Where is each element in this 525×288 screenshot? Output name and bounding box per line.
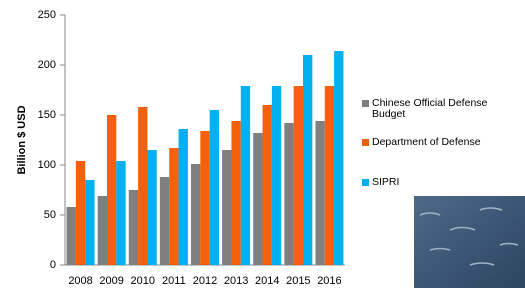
bar bbox=[200, 131, 209, 265]
bar bbox=[294, 86, 303, 265]
legend-text: SIPRI bbox=[372, 176, 399, 188]
bar bbox=[334, 51, 343, 265]
x-tick-label: 2009 bbox=[99, 275, 123, 287]
bar bbox=[67, 207, 76, 265]
x-tick-label: 2008 bbox=[68, 275, 92, 287]
legend-swatch bbox=[362, 100, 369, 107]
legend-swatch bbox=[362, 139, 369, 146]
bar bbox=[231, 121, 240, 265]
chart: Billion $ USD 0 50 100 150 200 250 2008 2009 201… bbox=[0, 0, 525, 288]
y-tick-label: 200 bbox=[38, 59, 56, 71]
bar bbox=[253, 133, 262, 265]
bar bbox=[325, 86, 334, 265]
bar bbox=[241, 86, 250, 265]
sea-photo bbox=[414, 196, 525, 288]
bar bbox=[160, 177, 169, 265]
x-tick-label: 2010 bbox=[131, 275, 155, 287]
bar bbox=[179, 129, 188, 265]
bar bbox=[222, 150, 231, 265]
legend-swatch bbox=[362, 179, 369, 186]
y-tick-label: 150 bbox=[38, 109, 56, 121]
bar bbox=[169, 148, 178, 265]
x-tick-label: 2013 bbox=[224, 275, 248, 287]
y-tick-label: 50 bbox=[44, 209, 56, 221]
x-tick-label: 2011 bbox=[162, 275, 186, 287]
y-tick-label: 250 bbox=[38, 9, 56, 21]
bar bbox=[76, 161, 85, 265]
y-axis-label: Billion $ USD bbox=[16, 105, 28, 174]
bar bbox=[116, 161, 125, 265]
legend-text: Department of Defense bbox=[372, 136, 481, 148]
x-tick-label: 2015 bbox=[286, 275, 310, 287]
bar bbox=[129, 190, 138, 265]
y-tick-label: 100 bbox=[38, 159, 56, 171]
bar bbox=[191, 164, 200, 265]
bar bbox=[107, 115, 116, 265]
bar bbox=[263, 105, 272, 265]
bar bbox=[147, 150, 156, 265]
bar bbox=[98, 196, 107, 265]
bar bbox=[303, 55, 312, 265]
bar bbox=[284, 123, 293, 265]
x-tick-label: 2014 bbox=[255, 275, 279, 287]
bar bbox=[138, 107, 147, 265]
y-tick-label: 0 bbox=[50, 259, 56, 271]
bar bbox=[272, 86, 281, 265]
bar bbox=[315, 121, 324, 265]
bar bbox=[210, 110, 219, 265]
x-tick-label: 2016 bbox=[317, 275, 341, 287]
x-tick-label: 2012 bbox=[193, 275, 217, 287]
bar bbox=[85, 180, 94, 265]
